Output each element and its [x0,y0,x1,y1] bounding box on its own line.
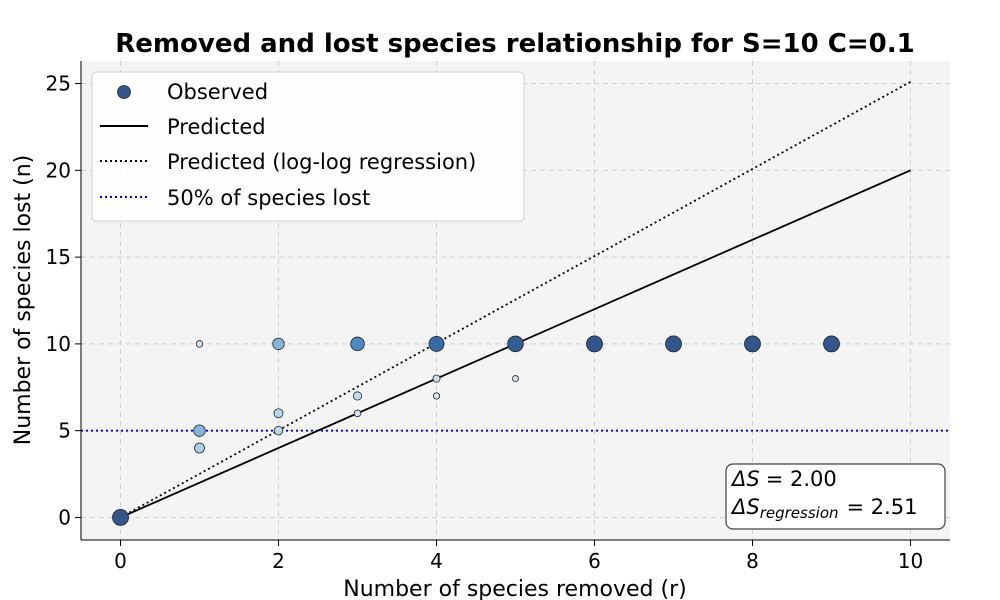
observed-point [512,375,519,383]
y-tick-label-0: 0 [58,505,71,529]
y-tick-label-25: 25 [46,72,71,96]
x-tick-label-2: 2 [272,549,285,573]
x-tick-label-4: 4 [430,549,443,573]
observed-point [352,391,363,401]
observed-point [665,335,682,353]
legend: Observed Predicted Predicted (log-log re… [91,71,525,222]
delta-s-reg-symbol: ΔS [730,495,760,519]
y-tick-label-15: 15 [46,245,71,269]
chart-title: Removed and lost species relationship fo… [115,29,914,59]
annotation-box [725,463,946,530]
x-tick-label-8: 8 [746,549,759,573]
delta-s-regression-line: ΔSregression = 2.51 [730,495,918,522]
observed-point [507,335,524,353]
observed-point [193,424,206,437]
observed-point [432,374,441,383]
legend-observed-label: Observed [167,80,268,104]
predicted-log-line [120,81,911,519]
y-axis-label: Number of species lost (n) [11,155,36,446]
delta-s-symbol: ΔS [730,467,760,491]
observed-point [195,340,204,348]
observed-point [194,442,205,454]
x-tick-label-10: 10 [898,549,923,573]
observed-point [744,335,761,353]
delta-s-value: = 2.00 [766,467,837,491]
x-ticks: 0 2 4 6 8 10 [114,540,923,573]
delta-s-reg-value: = 2.51 [847,495,918,519]
y-ticks: 0 5 10 15 20 25 [46,72,81,529]
legend-predicted-label: Predicted [167,115,266,139]
observed-point [586,335,603,353]
y-tick-label-20: 20 [46,158,71,182]
observed-point [353,409,362,418]
x-axis-label: Number of species removed (r) [343,577,686,600]
observed-point [273,408,284,419]
y-tick-label-5: 5 [58,419,71,443]
observed-point [823,335,840,353]
delta-s-line: ΔS = 2.00 [730,467,837,491]
observed-point [428,335,445,352]
delta-annotation: ΔS = 2.00 ΔSregression = 2.51 [725,463,946,530]
x-tick-label-6: 6 [588,549,601,573]
legend-predicted-log-label: Predicted (log-log regression) [167,150,476,174]
observed-points [112,335,840,526]
observed-point [272,337,285,351]
y-tick-label-10: 10 [46,332,71,356]
observed-point [350,336,365,352]
legend-half-lost-label: 50% of species lost [167,186,370,210]
x-tick-label-0: 0 [114,549,127,573]
delta-s-reg-subscript: regression [760,504,839,522]
observed-point [112,509,129,526]
observed-point [432,392,441,400]
legend-observed-marker [117,85,131,99]
observed-point [273,425,284,436]
legend-box [91,71,525,222]
